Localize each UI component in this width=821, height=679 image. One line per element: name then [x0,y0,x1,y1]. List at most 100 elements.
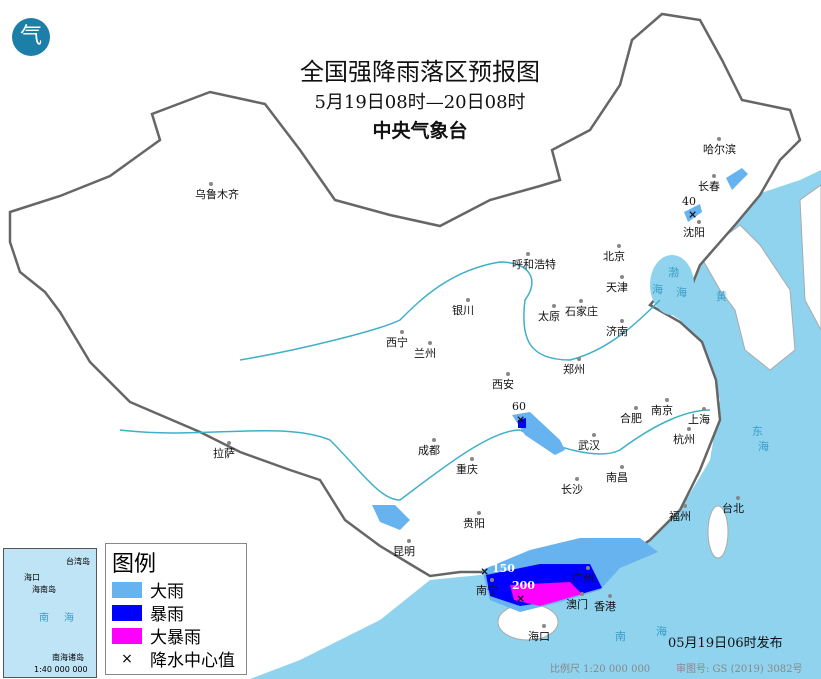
sea-label: 东 [752,425,763,438]
city-label: 呼和浩特 [512,258,556,271]
city-label: 乌鲁木齐 [195,188,239,201]
city-marker [617,244,621,248]
cma-logo: 气 [12,18,50,56]
city-marker [580,592,584,596]
city-marker [466,298,470,302]
city-label: 哈尔滨 [703,143,736,156]
inset-label: 南海诸岛 [52,653,84,662]
city-marker [575,477,579,481]
sea-label: 海 [758,440,769,453]
legend: 图例 大雨 暴雨 大暴雨 × 降水中心值 [105,543,247,675]
heavy-rain-area [726,168,748,190]
rain-center-cross-icon: × [480,565,490,578]
legend-item-heavy-rain: 大雨 [112,578,246,602]
cross-icon: × [121,650,133,667]
city-label: 香港 [594,600,616,613]
map-title: 全国强降雨落区预报图 [300,58,540,86]
sea-label: 海 [656,625,667,638]
city-label: 杭州 [673,433,695,446]
logo-glyph: 气 [19,24,42,49]
city-marker [712,174,716,178]
city-label: 南昌 [606,471,628,484]
sea-label: 南 [615,630,626,643]
city-marker [227,441,231,445]
inset-scale: 1:40 000 000 [34,665,88,674]
city-label: 天津 [606,281,628,294]
legend-swatch [112,627,142,644]
japan-landmass [799,184,821,331]
city-label: 济南 [606,325,628,338]
city-label: 海口 [528,630,550,643]
city-label: 北京 [603,250,625,263]
south-china-sea-inset: 海口 海南岛 台湾岛 南 海 南海诸岛 1:40 000 000 [3,548,97,678]
legend-swatch [112,604,142,621]
city-marker [579,299,583,303]
sea-label: 海 [652,283,663,296]
city-marker [470,457,474,461]
yangtze-river [119,409,711,501]
legend-swatch [112,581,142,598]
legend-label: 大雨 [150,582,184,602]
inset-label: 台湾岛 [66,557,90,566]
heavy-rain-area [372,505,410,530]
city-label: 长沙 [561,483,583,496]
city-label: 昆明 [393,545,415,558]
legend-item-rainstorm: 暴雨 [112,601,246,625]
city-label: 拉萨 [213,447,235,460]
legend-label: 降水中心值 [150,651,235,671]
city-label: 沈阳 [683,226,705,239]
city-label: 西宁 [386,336,408,349]
city-marker [620,319,624,323]
city-marker [697,220,701,224]
inset-label: 海口 [24,573,40,582]
city-marker [209,182,213,186]
korea-landmass [699,224,796,371]
inset-label: 海南岛 [32,585,56,594]
inset-label: 南 [39,613,49,624]
rain-center-value: 200 [512,579,535,592]
city-marker [432,438,436,442]
city-marker [687,427,691,431]
sea-label: 渤 [668,266,679,279]
rain-center-cross-icon: × [688,208,698,221]
city-marker [477,511,481,515]
city-label: 上海 [688,413,710,426]
city-label: 银川 [452,304,474,317]
magenta-area [510,582,582,606]
city-marker [542,624,546,628]
city-label: 广州 [572,572,594,585]
city-marker [634,406,638,410]
city-marker [490,578,494,582]
yellow-river [239,261,661,361]
city-label: 太原 [538,310,560,323]
legend-title: 图例 [112,552,157,577]
rain-center-value: 60 [512,400,526,413]
city-label: 长春 [698,180,720,193]
city-marker [683,504,687,508]
city-label: 兰州 [414,347,436,360]
city-marker [620,275,624,279]
rainstorm-area [518,418,526,428]
legend-item-center: × 降水中心值 [112,647,246,672]
city-label: 成都 [418,444,440,457]
city-label: 台北 [722,502,744,515]
city-marker [665,398,669,402]
forecast-period: 5月19日08时—20日08时 [314,92,526,113]
city-marker [608,594,612,598]
city-marker [400,330,404,334]
city-marker [586,566,590,570]
heavy-rain-area [684,204,702,222]
city-label: 武汉 [578,439,600,452]
city-marker [552,304,556,308]
rain-center-cross-icon: × [516,592,526,605]
city-label: 澳门 [566,598,588,611]
city-marker [592,433,596,437]
rain-center-cross-icon: × [516,413,526,426]
rain-center-value: 40 [682,195,696,208]
city-marker [428,341,432,345]
city-label: 石家庄 [565,305,598,318]
city-marker [620,465,624,469]
issuer: 中央气象台 [372,120,468,142]
bohai-sea [650,255,694,315]
